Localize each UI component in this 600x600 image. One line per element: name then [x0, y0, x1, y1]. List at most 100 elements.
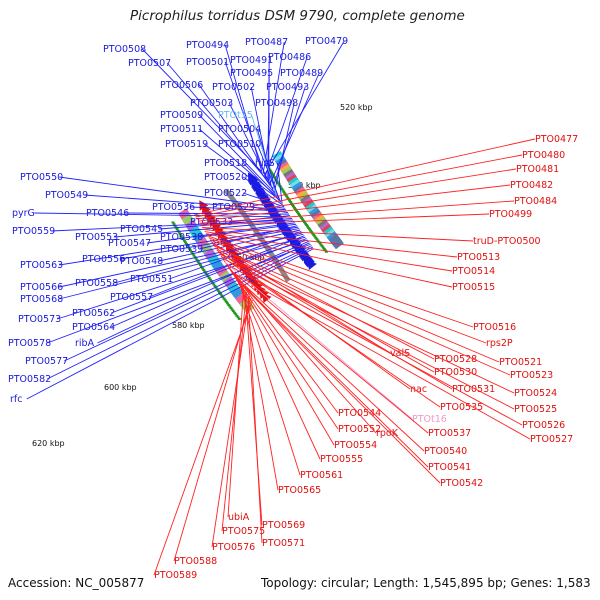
forward-gene-label: PTO0504: [218, 124, 261, 135]
forward-gene-arrow: [307, 259, 317, 270]
reverse-leader-line: [247, 294, 263, 544]
forward-leader-line: [64, 245, 312, 362]
forward-leader-line: [111, 240, 309, 328]
tick-dot-outer: [233, 311, 237, 314]
tick-dot-inner: [295, 211, 299, 214]
reverse-leader-line: [222, 257, 515, 410]
reverse-gene-label: PTO0521: [499, 357, 542, 368]
tick-dot-outer: [193, 256, 197, 259]
reverse-gene-label: PTO0535: [440, 402, 483, 413]
forward-gene-label: PTO0506: [160, 80, 203, 91]
forward-leader-line: [203, 143, 280, 200]
reverse-gene-label: PTO0541: [428, 462, 471, 473]
tick-dot-outer: [223, 299, 227, 302]
forward-leader-line: [262, 41, 285, 175]
forward-gene-label: PTO0564: [72, 322, 115, 333]
forward-gene-label: hisS: [255, 158, 275, 169]
tick-dot-inner: [310, 231, 314, 234]
tick-dot-outer: [222, 297, 226, 300]
reverse-leader-line: [211, 241, 391, 354]
tick-dot-inner: [307, 226, 311, 229]
tick-dot-inner: [270, 173, 274, 176]
tick-dot-outer: [200, 265, 204, 268]
forward-leader-line: [263, 40, 345, 176]
reverse-gene-label: rpoK: [376, 428, 399, 439]
forward-leader-line: [57, 239, 308, 320]
tick-dot-outer: [228, 305, 232, 308]
forward-gene-label: PTO0519: [165, 139, 208, 150]
kbp-scale-label: 540 kbp: [288, 181, 321, 190]
tick-dot-outer: [182, 239, 186, 242]
forward-gene-label: PTO0486: [268, 52, 311, 63]
forward-leader-line: [159, 218, 293, 230]
reverse-gene-label: PTO0526: [522, 420, 565, 431]
reverse-leader-line: [224, 261, 413, 420]
tick-dot-outer: [237, 317, 241, 320]
forward-leader-line: [198, 84, 271, 187]
forward-gene-label: PTO0507: [128, 58, 171, 69]
tick-dot-outer: [219, 292, 223, 295]
tick-dot-inner: [322, 247, 326, 250]
forward-gene-label: PTO0494: [186, 40, 229, 51]
kbp-scale-label: 620 kbp: [32, 439, 65, 448]
tick-dot-outer: [224, 300, 228, 303]
forward-gene-label: PTO0562: [72, 308, 115, 319]
tick-dot-outer: [188, 247, 192, 250]
reverse-leader-line: [194, 138, 536, 216]
reverse-leader-line: [231, 271, 531, 440]
forward-gene-label: PTO0578: [8, 338, 51, 349]
tick-dot-outer: [184, 242, 188, 245]
forward-gene-label: PTO0545: [120, 224, 163, 235]
forward-gene-label: PTO0553: [75, 232, 118, 243]
forward-gene-label: PTO0550: [20, 172, 63, 183]
tick-dot-inner: [270, 171, 274, 174]
tick-dot-inner: [303, 221, 307, 224]
forward-gene-label: PTO0559: [12, 226, 55, 237]
tick-dot-inner: [292, 206, 296, 209]
forward-leader-line: [273, 102, 295, 193]
forward-leader-line: [198, 114, 276, 194]
tick-dot-outer: [198, 264, 202, 267]
forward-leader-line: [166, 62, 267, 179]
reverse-gene-label: PTO0515: [452, 282, 495, 293]
reverse-leader-line: [237, 279, 429, 468]
forward-leader-line: [46, 246, 313, 380]
tick-dot-inner: [289, 201, 293, 204]
tick-dot-inner: [282, 190, 286, 193]
forward-leader-line: [199, 223, 297, 238]
forward-gene-label: PTO0539: [160, 244, 203, 255]
reverse-leader-line: [173, 297, 252, 562]
forward-leader-line: [26, 248, 315, 400]
tick-dot-inner: [279, 186, 283, 189]
tick-dot-outer: [207, 277, 211, 280]
forward-leader-line: [242, 176, 284, 206]
tick-dot-inner: [272, 176, 276, 179]
reverse-leader-line: [208, 237, 487, 344]
forward-gene-label: PTO0577: [25, 356, 68, 367]
reverse-gene-label: PTO0565: [278, 485, 321, 496]
reverse-gene-label: nac: [410, 384, 427, 395]
tick-dot-inner: [294, 209, 298, 212]
forward-gene-label: PTO0556: [82, 254, 125, 265]
forward-leader-line: [242, 162, 282, 203]
reverse-gene-label: PTO0555: [320, 454, 363, 465]
reverse-leader-line: [230, 269, 429, 434]
forward-gene-label: PTO0489: [280, 68, 323, 79]
forward-leader-line: [34, 212, 292, 218]
forward-gene-label: PTO0508: [103, 44, 146, 55]
forward-gene-label: PTO0582: [8, 374, 51, 385]
tick-dot-inner: [305, 224, 309, 227]
forward-gene-label: PTOt15: [218, 110, 253, 121]
forward-gene-label: PTO0479: [305, 36, 348, 47]
reverse-gene-label: PTO0477: [535, 134, 578, 145]
reverse-gene-label: PTO0528: [434, 354, 477, 365]
forward-gene-label: PTO0538: [160, 232, 203, 243]
reverse-gene-label: PTO0530: [434, 367, 477, 378]
reverse-leader-line: [211, 295, 250, 548]
tick-dot-inner: [296, 212, 300, 215]
forward-gene-label: PTO0547: [108, 238, 151, 249]
reverse-gene-label: ubiA: [228, 512, 250, 523]
kbp-scale-label: 580 kbp: [172, 321, 205, 330]
reverse-gene-label: PTO0544: [338, 408, 381, 419]
forward-gene-label: PTO0536: [152, 202, 195, 213]
